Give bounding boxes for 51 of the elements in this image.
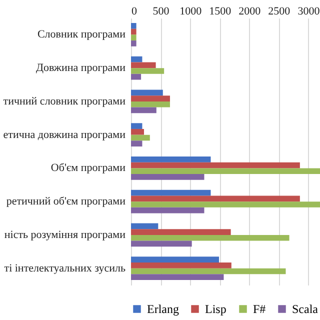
y-tick-label: етична довжина програми — [3, 128, 126, 141]
bar — [131, 28, 136, 35]
bar — [131, 123, 142, 129]
bar — [131, 23, 136, 29]
x-tick-label: 1500 — [209, 6, 232, 18]
y-tick-label: ність розуміння програми — [4, 228, 126, 241]
x-tick-label: 2000 — [238, 6, 262, 18]
bar — [131, 223, 158, 230]
bar — [131, 207, 204, 214]
bar — [131, 268, 286, 274]
bar — [131, 229, 231, 235]
bar — [131, 196, 300, 202]
bar — [131, 128, 144, 135]
bar — [131, 140, 142, 146]
y-tick-label: тичний словник програми — [3, 95, 126, 108]
y-tick-label: Об'єм програми — [50, 162, 126, 174]
bar — [131, 101, 170, 108]
bar — [131, 274, 224, 280]
bar — [131, 162, 300, 168]
y-tick-label: Словник програми — [37, 28, 126, 41]
x-tick-label: 1000 — [180, 6, 202, 18]
bar — [131, 134, 150, 141]
bar — [131, 62, 156, 68]
bar — [131, 262, 232, 268]
bar — [131, 90, 163, 96]
bar — [131, 56, 142, 62]
bar — [131, 202, 320, 208]
x-tick-label: 500 — [152, 6, 170, 18]
legend-label: Lisp — [205, 302, 226, 316]
legend-label: F# — [253, 302, 266, 316]
y-tick-label: ті інтелектуальних зусиль — [4, 262, 126, 274]
legend-label: Erlang — [147, 302, 179, 316]
y-tick-label: Довжина програми — [36, 62, 126, 74]
bar — [131, 156, 211, 162]
bar — [131, 96, 170, 102]
bar — [131, 107, 156, 114]
bar — [131, 40, 136, 46]
bar — [131, 256, 220, 262]
bar — [131, 174, 204, 180]
x-tick-label: 0 — [132, 6, 138, 18]
bar — [131, 234, 290, 241]
x-tick-label: 3000 — [298, 6, 320, 18]
bar — [131, 68, 164, 74]
legend-label: Scala — [292, 302, 319, 316]
bar — [131, 74, 142, 80]
x-tick-label: 2500 — [268, 6, 291, 18]
bar — [131, 168, 320, 174]
bar — [131, 240, 192, 247]
bar — [131, 34, 136, 41]
y-tick-label: ретичний об'єм програми — [6, 196, 126, 208]
bar — [131, 190, 211, 196]
